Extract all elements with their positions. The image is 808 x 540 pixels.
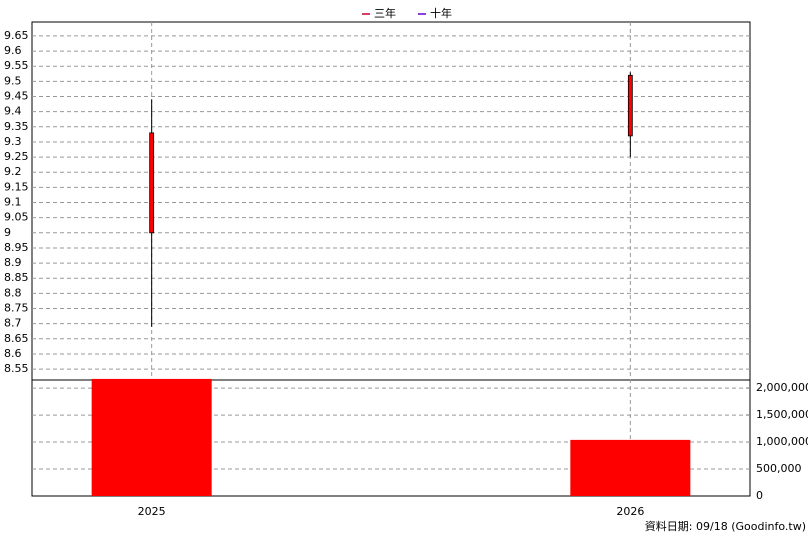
y2-tick-label: 0 [756,489,763,502]
y-tick-label: 9.6 [4,44,22,57]
footnote: 資料日期: 09/18 (Goodinfo.tw) [645,519,806,533]
y-tick-label: 8.75 [4,302,29,315]
y-tick-label: 9.15 [4,180,29,193]
legend-label: 三年 [374,6,396,20]
y-tick-label: 9.05 [4,211,29,224]
y-tick-label: 8.6 [4,347,22,360]
y-tick-label: 9.4 [4,105,22,118]
x-tick-label: 2025 [138,505,166,518]
y2-tick-label: 500,000 [756,462,802,475]
y-tick-label: 8.9 [4,256,22,269]
x-tick-label: 2026 [616,505,644,518]
candle-body [149,132,155,234]
y-tick-label: 8.7 [4,317,22,330]
y-tick-label: 8.55 [4,362,29,375]
candle-body [627,74,633,137]
y-tick-label: 8.95 [4,241,29,254]
legend-label: 十年 [430,6,452,20]
y-tick-label: 8.8 [4,286,22,299]
y-tick-label: 9.5 [4,74,22,87]
y-tick-label: 9.1 [4,196,22,209]
y2-tick-label: 1,000,000 [756,435,808,448]
y-tick-label: 9.45 [4,90,29,103]
y-tick-label: 9 [4,226,11,239]
y-tick-label: 9.65 [4,29,29,42]
y-tick-label: 9.2 [4,165,22,178]
y2-tick-label: 2,000,000 [756,381,808,394]
y-tick-label: 9.35 [4,120,29,133]
y-tick-label: 8.65 [4,332,29,345]
volume-bar [570,439,691,496]
y-tick-label: 8.85 [4,271,29,284]
volume-bar [91,378,212,496]
y-tick-label: 9.55 [4,59,29,72]
y-tick-label: 9.3 [4,135,22,148]
y-tick-label: 9.25 [4,150,29,163]
y2-tick-label: 1,500,000 [756,408,808,421]
